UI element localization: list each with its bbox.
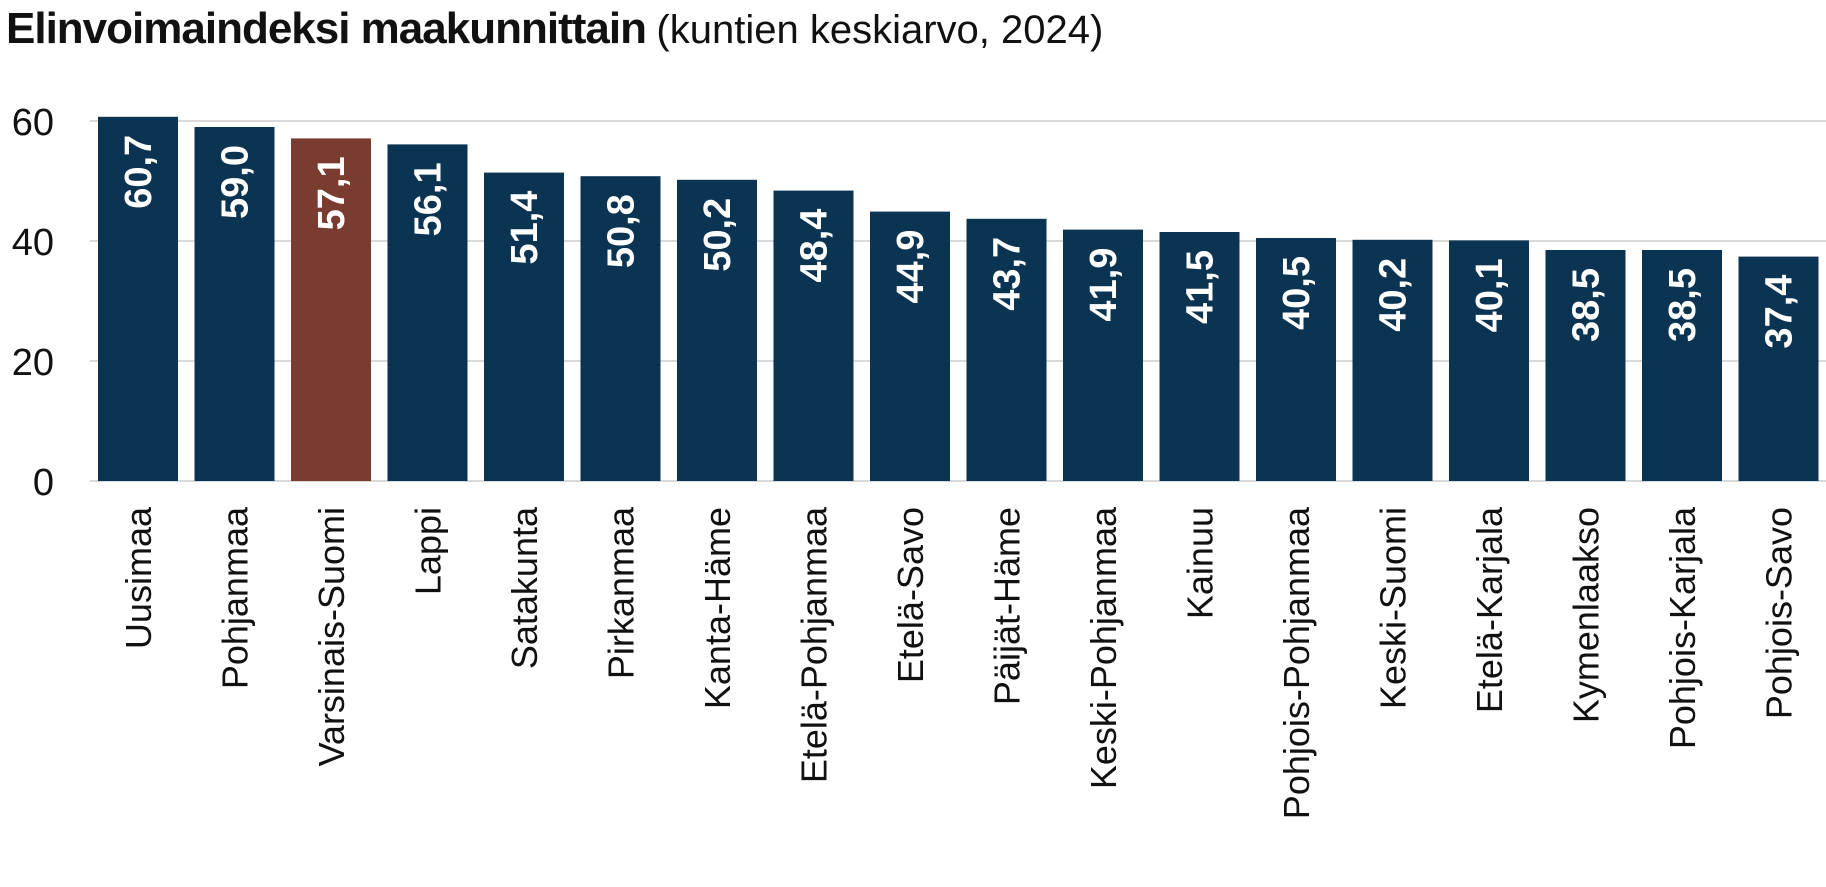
y-tick-label: 20 — [12, 342, 54, 384]
x-category-label: Pohjois-Savo — [1759, 507, 1800, 719]
x-category-label: Etelä-Savo — [890, 507, 931, 683]
x-category-label: Etelä-Karjala — [1469, 506, 1510, 713]
x-category-label: Kanta-Häme — [697, 507, 738, 709]
bar — [1738, 256, 1819, 481]
bar — [1449, 240, 1529, 481]
bar-value-label: 38,5 — [1662, 268, 1704, 342]
bar-value-label: 41,9 — [1083, 248, 1125, 322]
x-category-label: Satakunta — [504, 506, 545, 669]
bar — [1545, 250, 1626, 481]
x-category-label: Pirkanmaa — [601, 506, 642, 679]
bar-value-label: 60,7 — [118, 135, 160, 209]
bar — [194, 127, 275, 481]
x-category-label: Kainuu — [1180, 507, 1221, 619]
y-tick-label: 60 — [12, 102, 54, 144]
bar-value-label: 50,8 — [601, 194, 643, 268]
bar — [870, 211, 950, 481]
chart-subtitle: (kuntien keskiarvo, 2024) — [656, 8, 1104, 52]
bar-value-label: 40,5 — [1276, 256, 1318, 330]
bar — [484, 172, 564, 481]
bar-value-label: 59,0 — [215, 145, 257, 219]
x-category-label: Pohjanmaa — [215, 506, 256, 689]
bar — [1159, 232, 1240, 481]
bar — [677, 179, 757, 482]
bar — [580, 176, 661, 481]
x-category-label: Uusimaa — [118, 506, 159, 649]
chart-title: Elinvoimaindeksi maakunnittain — [6, 4, 647, 53]
bar — [966, 218, 1047, 482]
bar-value-label: 57,1 — [311, 156, 353, 230]
bar — [387, 144, 468, 481]
bar-value-label: 44,9 — [890, 230, 932, 304]
x-category-label: Keski-Pohjanmaa — [1083, 506, 1124, 789]
bar-value-label: 40,1 — [1469, 258, 1511, 332]
x-category-label: Päijät-Häme — [987, 507, 1028, 705]
x-category-label: Pohjois-Karjala — [1662, 506, 1703, 749]
y-tick-label: 0 — [33, 462, 54, 504]
x-category-label: Varsinais-Suomi — [311, 507, 352, 766]
chart-title-row: Elinvoimaindeksi maakunnittain (kuntien … — [6, 4, 1103, 54]
bar-value-label: 41,5 — [1180, 250, 1222, 324]
bar-value-label: 40,2 — [1373, 258, 1415, 332]
x-category-label: Etelä-Pohjanmaa — [794, 506, 835, 783]
y-tick-label: 40 — [12, 222, 54, 264]
bar-value-label: 37,4 — [1759, 275, 1801, 349]
bar — [1063, 229, 1143, 481]
bar-value-label: 48,4 — [794, 209, 836, 283]
bar-value-label: 50,2 — [697, 198, 739, 272]
bar — [291, 138, 371, 481]
bar — [1256, 238, 1336, 481]
x-category-label: Pohjois-Pohjanmaa — [1276, 506, 1317, 819]
bar-value-label: 38,5 — [1566, 268, 1608, 342]
bar — [98, 116, 178, 482]
bar-value-label: 51,4 — [504, 191, 546, 265]
bar-value-label: 56,1 — [408, 162, 450, 236]
bar — [1352, 239, 1433, 481]
bar-value-label: 43,7 — [987, 237, 1029, 311]
x-category-label: Kymenlaakso — [1566, 507, 1607, 723]
x-category-label: Keski-Suomi — [1373, 507, 1414, 709]
bar — [773, 190, 854, 481]
x-category-label: Lappi — [408, 507, 449, 595]
bar — [1642, 250, 1722, 481]
